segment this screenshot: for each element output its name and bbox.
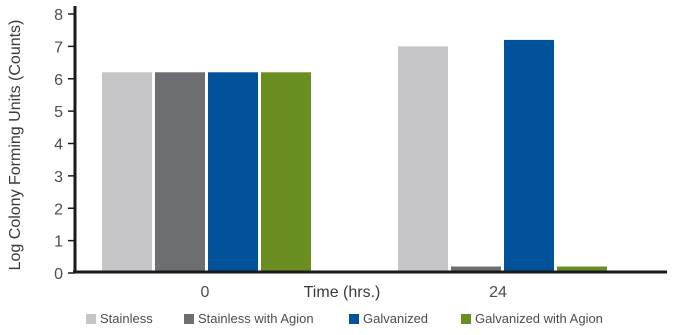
legend-swatch [461,313,471,324]
y-tick-label: 5 [54,104,63,121]
legend-item: Galvanized [349,311,428,326]
legend-item: Stainless with Agion [184,311,314,326]
bar-stainless-with-agion-0 [155,72,205,274]
y-tick-label: 3 [54,169,63,186]
bar-galvanized-with-agion-0 [261,72,311,274]
y-tick-label: 4 [54,137,63,154]
legend-label: Stainless with Agion [198,311,314,326]
legend-item: Galvanized with Agion [461,311,603,326]
x-tick-label: 0 [201,284,210,301]
legend-swatch [349,313,359,324]
y-tick-label: 2 [54,201,63,218]
bar-stainless-0 [102,72,152,274]
legend-label: Galvanized [363,311,429,326]
y-tick-label: 1 [54,234,63,251]
bar-galvanized-24 [504,39,554,274]
legend-item: Stainless [86,311,153,326]
y-tick-label: 7 [54,39,63,56]
legend-label: Galvanized with Agion [475,311,603,326]
chart-legend: Stainless Stainless with Agion Galvanized G… [0,311,675,333]
y-axis-title: Log Colony Forming Units (Counts) [7,20,24,271]
legend-label: Stainless [100,311,153,326]
legend-swatch [86,313,96,324]
x-tick-label: 24 [489,284,507,301]
x-axis-title: Time (hrs.) [304,284,381,301]
y-tick-label: 6 [54,72,63,89]
bar-stainless-with-agion-24 [451,266,501,273]
y-tick-label: 8 [54,7,63,24]
y-tick-label: 0 [54,266,63,283]
legend-swatch [184,313,194,324]
bar-galvanized-with-agion-24 [557,266,607,273]
bar-stainless-24 [398,46,448,273]
bar-chart: Log Colony Forming Units (Counts) Time (… [7,6,667,301]
bar-galvanized-0 [208,72,258,274]
